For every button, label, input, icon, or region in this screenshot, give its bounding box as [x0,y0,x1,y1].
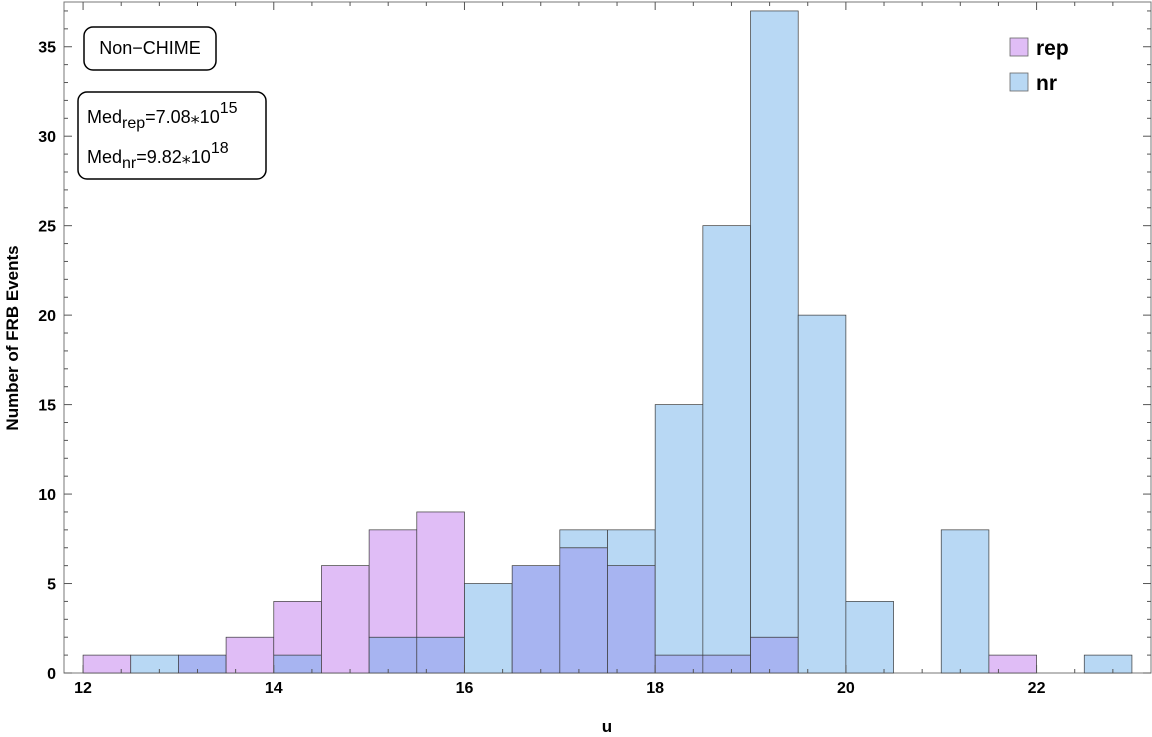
y-tick-label-5: 5 [47,577,56,594]
bar-overlap-18 [654,654,704,674]
bar-overlap-15 [368,636,418,674]
x-tick-label-20: 20 [837,680,855,697]
x-tick-label-16: 16 [456,680,474,697]
bar-nr-21 [940,529,990,674]
bar-rep-15.5 [416,511,465,638]
bar-rep-14 [273,601,322,656]
y-tick-label-30: 30 [38,129,56,146]
bar-nr-12.5 [130,654,179,674]
bar-overlap-16.5 [511,565,561,674]
y-tick-label-35: 35 [38,40,56,57]
bar-overlap-14 [273,654,322,674]
bar-nr-16 [464,583,513,674]
y-tick-label-20: 20 [38,308,56,325]
median-nr-text: Mednr=9.82⁎1018 [87,140,229,172]
y-tick-label-15: 15 [38,398,56,415]
bar-nr-18 [654,404,704,656]
x-tick-label-14: 14 [265,680,283,697]
bar-rep-15 [368,529,418,638]
bar-nr-19.5 [797,314,847,674]
bar-nr-19 [750,10,799,638]
bar-overlap-15.5 [416,636,465,674]
bar-overlap-17 [559,547,608,674]
axes-group: 12 14 16 18 20 22 0 5 10 15 20 25 30 35 [38,2,1151,697]
legend-label-nr: nr [1036,72,1057,95]
bar-overlap-17.5 [607,565,656,674]
median-box: Medrep=7.08⁎1015 Mednr=9.82⁎1018 [77,91,267,180]
bar-nr-17.5 [607,529,656,566]
x-tick-label-12: 12 [74,680,92,697]
legend-swatch-rep [1009,37,1029,57]
bar-overlap-13 [178,654,227,674]
bar-nr-20 [845,601,894,674]
bar-overlap-18.5 [702,654,751,674]
bar-rep-13.5 [225,636,275,674]
y-tick-label-0: 0 [47,666,56,683]
bar-rep-12 [82,654,132,674]
median-box-frame [77,91,267,180]
bar-nr-22.5 [1083,654,1133,674]
legend: rep nr [1009,37,1069,95]
bar-nr-18.5 [702,225,751,656]
bar-rep-14.5 [321,565,370,674]
legend-label-rep: rep [1036,37,1069,60]
y-tick-label-10: 10 [38,487,56,504]
annotation-label-frame [83,26,217,71]
x-tick-label-22: 22 [1028,680,1046,697]
y-tick-label-25: 25 [38,219,56,236]
bar-rep-21.5 [988,654,1037,674]
bar-overlap-19 [750,636,799,674]
bars-group [82,10,1133,674]
x-tick-label-18: 18 [646,680,664,697]
legend-swatch-nr [1009,72,1029,92]
annotation-label: Non−CHIME [99,38,201,58]
annotation-label-box: Non−CHIME [83,26,217,71]
bar-nr-17 [559,529,608,549]
y-axis-title: Number of FRB Events [3,245,22,430]
x-axis-title: u [602,717,612,736]
median-rep-text: Medrep=7.08⁎1015 [87,100,238,132]
